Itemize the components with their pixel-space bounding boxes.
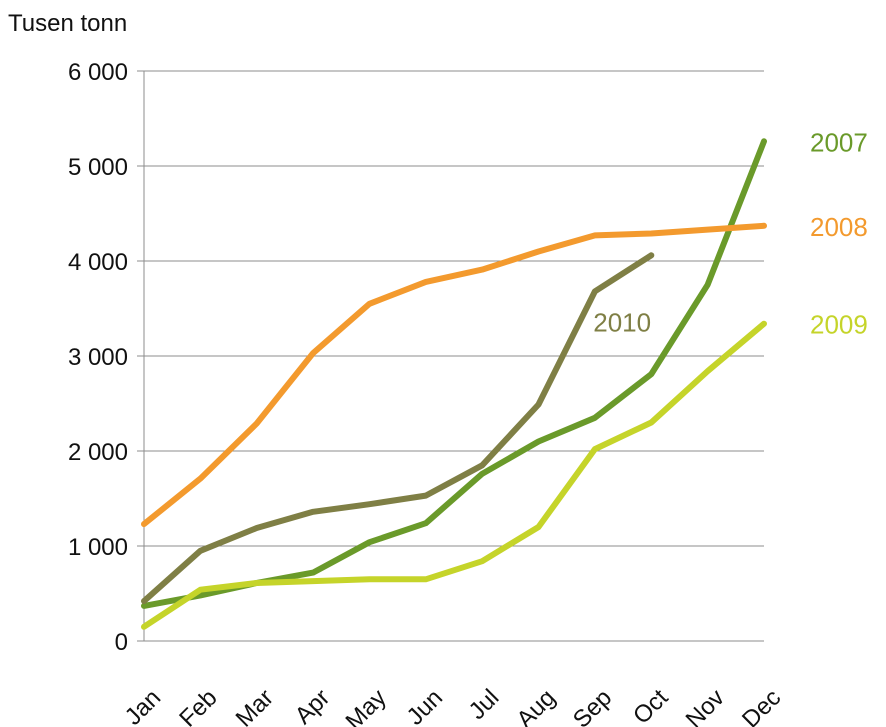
x-tick-label: Aug [512,684,561,727]
y-tick-label: 5 000 [68,154,128,181]
y-axis-unit-label: Tusen tonn [8,10,128,37]
x-tick-labels: Jan Feb Mar Apr May Jun Jul Aug Sep Oct Nov Dec [120,684,786,727]
y-tick-label: 0 [115,629,128,656]
x-tick-label: May [341,684,392,727]
x-tick-label: Apr [290,684,336,727]
gridlines [144,70,764,547]
x-tick-label: Sep [568,684,617,727]
x-tick-label: Dec [737,684,786,727]
y-tick-labels: 0 1 000 2 000 3 000 4 000 5 000 6 000 [68,59,128,656]
series-label-2008: 2008 [810,212,868,242]
series-line-2008 [141,222,767,528]
series-label-2007: 2007 [810,127,868,157]
y-tick-label: 1 000 [68,534,128,561]
series-lines [141,138,767,630]
x-tick-label: Feb [174,684,222,727]
x-tick-label: Jun [402,684,448,727]
axes [137,70,764,642]
x-tick-label: Mar [231,684,279,727]
series-line-2010 [141,252,655,605]
x-tick-label: Nov [681,684,730,727]
series-label-2010: 2010 [593,307,651,337]
x-tick-label: Oct [628,684,674,727]
series-labels: 2007 2008 2009 2010 [593,127,868,339]
y-tick-label: 2 000 [68,439,128,466]
series-label-2009: 2009 [810,310,868,340]
series-line-2009 [141,320,767,630]
y-tick-label: 6 000 [68,59,128,86]
y-tick-label: 3 000 [68,344,128,371]
x-tick-label: Jan [120,684,166,727]
x-tick-label: Jul [464,684,505,725]
y-tick-label: 4 000 [68,249,128,276]
